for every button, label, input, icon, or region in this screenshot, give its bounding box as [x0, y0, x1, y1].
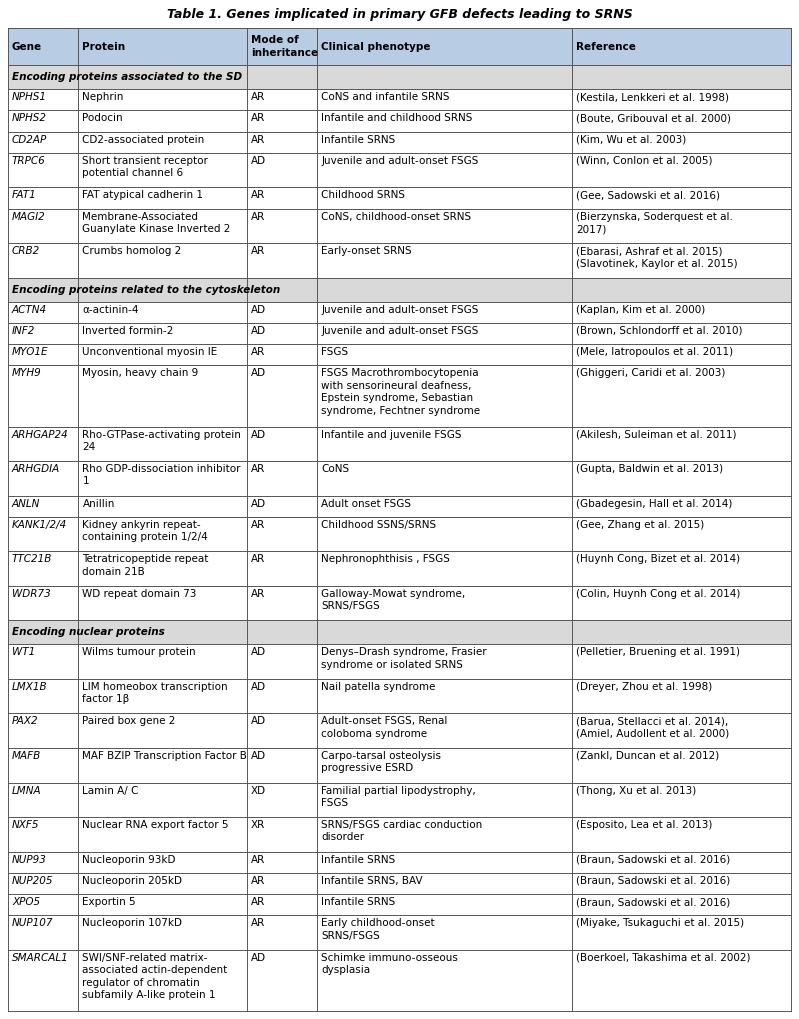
Text: (Braun, Sadowski et al. 2016): (Braun, Sadowski et al. 2016)	[576, 855, 730, 864]
Text: MAGI2: MAGI2	[12, 212, 46, 222]
Text: (Thong, Xu et al. 2013): (Thong, Xu et al. 2013)	[576, 786, 696, 796]
Text: Infantile and childhood SRNS: Infantile and childhood SRNS	[321, 113, 473, 123]
Text: XR: XR	[251, 820, 265, 830]
Text: (Colin, Huynh Cong et al. 2014): (Colin, Huynh Cong et al. 2014)	[576, 589, 740, 599]
Text: LMNA: LMNA	[12, 786, 42, 796]
Bar	[8, 748, 791, 783]
Text: (Boerkoel, Takashima et al. 2002): (Boerkoel, Takashima et al. 2002)	[576, 953, 750, 963]
Text: TRPC6: TRPC6	[12, 156, 46, 166]
Text: AD: AD	[251, 682, 266, 692]
Text: AR: AR	[251, 113, 265, 123]
Text: Childhood SSNS/SRNS: Childhood SSNS/SRNS	[321, 520, 436, 530]
Text: Adult-onset FSGS, Renal
coloboma syndrome: Adult-onset FSGS, Renal coloboma syndrom…	[321, 716, 447, 739]
Text: (Gupta, Baldwin et al. 2013): (Gupta, Baldwin et al. 2013)	[576, 464, 723, 474]
Bar	[8, 131, 791, 153]
Text: AD: AD	[251, 498, 266, 508]
Bar	[8, 586, 791, 621]
Text: (Brown, Schlondorff et al. 2010): (Brown, Schlondorff et al. 2010)	[576, 326, 742, 336]
Bar	[8, 950, 791, 1011]
Text: Crumbs homolog 2: Crumbs homolog 2	[82, 247, 181, 256]
Text: Mode of
inheritance: Mode of inheritance	[251, 36, 318, 58]
Text: AD: AD	[251, 369, 266, 378]
Text: Podocin: Podocin	[82, 113, 123, 123]
Text: (Pelletier, Bruening et al. 1991): (Pelletier, Bruening et al. 1991)	[576, 647, 740, 657]
Text: Tetratricopeptide repeat
domain 21B: Tetratricopeptide repeat domain 21B	[82, 554, 209, 577]
Text: WDR73: WDR73	[12, 589, 51, 599]
Bar	[8, 244, 791, 278]
Text: Childhood SRNS: Childhood SRNS	[321, 191, 405, 201]
Text: Nuclear RNA export factor 5: Nuclear RNA export factor 5	[82, 820, 229, 830]
Text: Anillin: Anillin	[82, 498, 115, 508]
Bar	[8, 873, 791, 894]
Text: Infantile SRNS: Infantile SRNS	[321, 855, 396, 864]
Text: α-actinin-4: α-actinin-4	[82, 305, 139, 315]
Text: AR: AR	[251, 212, 265, 222]
Text: AR: AR	[251, 92, 265, 102]
Text: Rho GDP-dissociation inhibitor
1: Rho GDP-dissociation inhibitor 1	[82, 464, 241, 486]
Text: Kidney ankyrin repeat-
containing protein 1/2/4: Kidney ankyrin repeat- containing protei…	[82, 520, 209, 542]
Text: Adult onset FSGS: Adult onset FSGS	[321, 498, 411, 508]
Text: Nucleoporin 107kD: Nucleoporin 107kD	[82, 918, 182, 928]
Text: Reference: Reference	[576, 42, 636, 52]
Text: Denys–Drash syndrome, Frasier
syndrome or isolated SRNS: Denys–Drash syndrome, Frasier syndrome o…	[321, 647, 487, 669]
Bar	[8, 852, 791, 873]
Text: CoNS: CoNS	[321, 464, 349, 474]
Bar	[8, 679, 791, 713]
Text: (Kim, Wu et al. 2003): (Kim, Wu et al. 2003)	[576, 135, 686, 145]
Text: Juvenile and adult-onset FSGS: Juvenile and adult-onset FSGS	[321, 156, 479, 166]
Text: CoNS, childhood-onset SRNS: CoNS, childhood-onset SRNS	[321, 212, 471, 222]
Bar	[8, 495, 791, 517]
Bar	[8, 209, 791, 244]
Text: (Gee, Zhang et al. 2015): (Gee, Zhang et al. 2015)	[576, 520, 704, 530]
Text: (Ebarasi, Ashraf et al. 2015)
(Slavotinek, Kaylor et al. 2015): (Ebarasi, Ashraf et al. 2015) (Slavotine…	[576, 247, 737, 269]
Text: Infantile and juvenile FSGS: Infantile and juvenile FSGS	[321, 430, 462, 439]
Text: WD repeat domain 73: WD repeat domain 73	[82, 589, 197, 599]
Text: CD2-associated protein: CD2-associated protein	[82, 135, 205, 145]
Bar	[8, 28, 791, 65]
Text: (Miyake, Tsukaguchi et al. 2015): (Miyake, Tsukaguchi et al. 2015)	[576, 918, 744, 928]
Text: AR: AR	[251, 897, 265, 907]
Text: AD: AD	[251, 751, 266, 761]
Bar	[8, 783, 791, 817]
Text: AD: AD	[251, 716, 266, 727]
Text: Infantile SRNS: Infantile SRNS	[321, 135, 396, 145]
Text: AR: AR	[251, 855, 265, 864]
Text: Early-onset SRNS: Early-onset SRNS	[321, 247, 412, 256]
Text: CRB2: CRB2	[12, 247, 40, 256]
Text: AD: AD	[251, 156, 266, 166]
Text: Carpo-tarsal osteolysis
progressive ESRD: Carpo-tarsal osteolysis progressive ESRD	[321, 751, 441, 773]
Text: Schimke immuno-osseous
dysplasia: Schimke immuno-osseous dysplasia	[321, 953, 458, 975]
Text: (Kestila, Lenkkeri et al. 1998): (Kestila, Lenkkeri et al. 1998)	[576, 92, 729, 102]
Text: (Zankl, Duncan et al. 2012): (Zankl, Duncan et al. 2012)	[576, 751, 719, 761]
Bar	[8, 461, 791, 495]
Bar	[8, 323, 791, 344]
Text: Infantile SRNS: Infantile SRNS	[321, 897, 396, 907]
Text: SRNS/FSGS cardiac conduction
disorder: SRNS/FSGS cardiac conduction disorder	[321, 820, 483, 843]
Text: (Braun, Sadowski et al. 2016): (Braun, Sadowski et al. 2016)	[576, 876, 730, 886]
Bar	[8, 427, 791, 461]
Text: (Gbadegesin, Hall et al. 2014): (Gbadegesin, Hall et al. 2014)	[576, 498, 732, 508]
Text: ACTN4: ACTN4	[12, 305, 47, 315]
Text: WT1: WT1	[12, 647, 35, 657]
Text: LIM homeobox transcription
factor 1β: LIM homeobox transcription factor 1β	[82, 682, 228, 704]
Text: FAT atypical cadherin 1: FAT atypical cadherin 1	[82, 191, 204, 201]
Text: Infantile SRNS, BAV: Infantile SRNS, BAV	[321, 876, 423, 886]
Text: (Mele, Iatropoulos et al. 2011): (Mele, Iatropoulos et al. 2011)	[576, 347, 733, 357]
Text: AR: AR	[251, 876, 265, 886]
Text: Galloway-Mowat syndrome,
SRNS/FSGS: Galloway-Mowat syndrome, SRNS/FSGS	[321, 589, 466, 611]
Text: (Winn, Conlon et al. 2005): (Winn, Conlon et al. 2005)	[576, 156, 712, 166]
Bar	[8, 713, 791, 748]
Text: AR: AR	[251, 191, 265, 201]
Bar	[8, 187, 791, 209]
Bar	[8, 366, 791, 427]
Bar	[8, 344, 791, 366]
Text: Encoding proteins associated to the SD: Encoding proteins associated to the SD	[12, 72, 242, 83]
Text: AR: AR	[251, 918, 265, 928]
Text: CoNS and infantile SRNS: CoNS and infantile SRNS	[321, 92, 450, 102]
Text: Wilms tumour protein: Wilms tumour protein	[82, 647, 196, 657]
Text: (Kaplan, Kim et al. 2000): (Kaplan, Kim et al. 2000)	[576, 305, 705, 315]
Text: SMARCAL1: SMARCAL1	[12, 953, 69, 963]
Text: Exportin 5: Exportin 5	[82, 897, 136, 907]
Bar	[8, 551, 791, 586]
Text: (Barua, Stellacci et al. 2014),
(Amiel, Audollent et al. 2000): (Barua, Stellacci et al. 2014), (Amiel, …	[576, 716, 729, 739]
